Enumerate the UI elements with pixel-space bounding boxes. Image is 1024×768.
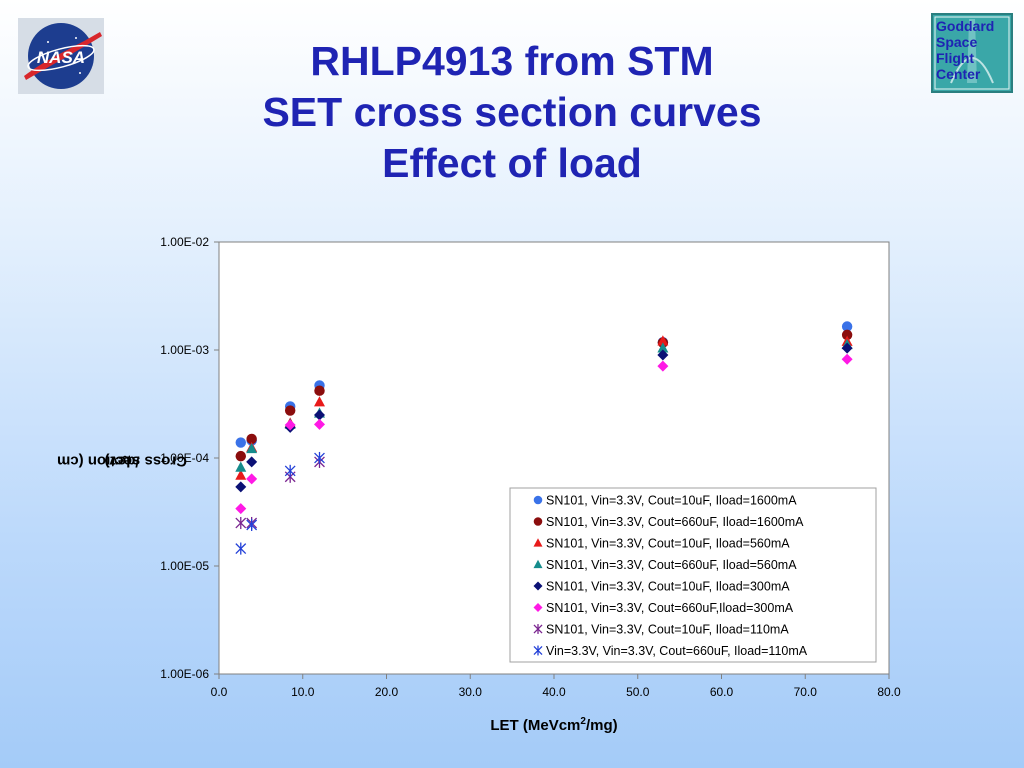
data-point	[657, 349, 669, 361]
y-tick-label: 1.00E-05	[160, 559, 209, 573]
y-axis-label-tail: /dev)	[104, 452, 140, 470]
legend-label: SN101, Vin=3.3V, Cout=660uF, Iload=560mA	[546, 558, 797, 572]
x-tick-label: 40.0	[542, 685, 566, 699]
data-point	[657, 360, 669, 372]
data-point	[235, 542, 247, 555]
legend-marker	[533, 517, 543, 526]
data-point	[657, 342, 669, 353]
data-point	[314, 409, 325, 421]
title-line-3: Effect of load	[382, 140, 642, 186]
x-tick-label: 30.0	[459, 685, 483, 699]
y-tick-label: 1.00E-04	[160, 451, 209, 465]
svg-text:Flight: Flight	[936, 50, 974, 66]
svg-text:Space: Space	[936, 34, 977, 50]
data-point	[246, 442, 258, 454]
legend-box	[509, 487, 877, 663]
goddard-logo: Goddard Space Flight Center	[931, 13, 1013, 93]
data-point	[235, 516, 247, 530]
title-line-2: SET cross section curves	[262, 89, 762, 135]
data-point	[246, 456, 258, 468]
data-point	[314, 418, 325, 430]
x-tick-label: 60.0	[710, 685, 734, 699]
legend-label: SN101, Vin=3.3V, Cout=10uF, Iload=110mA	[546, 623, 789, 637]
title-line-1: RHLP4913 from STM	[310, 38, 714, 84]
legend-marker	[533, 603, 543, 612]
legend-marker	[533, 581, 543, 591]
data-point	[284, 419, 296, 431]
data-point	[235, 450, 246, 462]
legend-label: SN101, Vin=3.3V, Cout=10uF, Iload=560mA	[546, 537, 790, 551]
x-tick-label: 0.0	[211, 685, 228, 699]
svg-text:Goddard: Goddard	[936, 18, 994, 34]
x-axis-label-text: LET (MeVcm	[490, 717, 581, 734]
svg-text:NASA: NASA	[37, 48, 85, 67]
y-tick-label: 1.00E-03	[160, 343, 209, 357]
data-point	[314, 396, 325, 407]
x-tick-label: 80.0	[877, 685, 901, 699]
data-point	[235, 469, 247, 480]
data-point	[284, 464, 296, 477]
data-point	[657, 335, 669, 346]
legend-marker	[533, 495, 543, 505]
data-point	[841, 329, 853, 341]
x-tick-label: 70.0	[794, 685, 818, 699]
svg-text:Center: Center	[936, 66, 981, 82]
data-point	[314, 451, 325, 465]
slide-title: RHLP4913 from STM SET cross section curv…	[150, 36, 874, 189]
data-point	[235, 481, 247, 493]
nasa-logo: NASA	[18, 18, 104, 94]
x-tick-label: 10.0	[291, 685, 315, 699]
x-tick-label: 50.0	[626, 685, 650, 699]
legend-label: SN101, Vin=3.3V, Cout=10uF, Iload=1600mA	[546, 494, 797, 508]
legend-label: Vin=3.3V, Vin=3.3V, Cout=660uF, Iload=11…	[546, 644, 808, 658]
legend-label: SN101, Vin=3.3V, Cout=10uF, Iload=300mA	[546, 580, 790, 594]
data-point	[284, 405, 296, 416]
legend-marker	[533, 559, 543, 569]
y-tick-label: 1.00E-06	[160, 667, 209, 681]
legend-marker	[533, 645, 543, 656]
y-tick-label: 1.00E-02	[160, 235, 209, 249]
data-point	[841, 342, 853, 354]
legend-label: SN101, Vin=3.3V, Cout=660uF, Iload=1600m…	[546, 515, 804, 529]
data-point	[246, 518, 258, 531]
data-point	[841, 321, 853, 332]
x-axis-label: LET (MeVcm2/mg)	[490, 716, 617, 734]
data-point	[246, 433, 257, 445]
data-point	[314, 385, 325, 396]
data-point	[235, 437, 246, 448]
legend-marker	[533, 624, 543, 634]
data-point	[246, 473, 258, 485]
x-axis-label-tail: /mg)	[585, 717, 618, 734]
data-point	[841, 353, 853, 365]
data-point	[235, 503, 247, 515]
series-6	[235, 353, 853, 515]
data-point	[235, 461, 247, 472]
x-tick-label: 20.0	[375, 685, 399, 699]
legend-label: SN101, Vin=3.3V, Cout=660uF,Iload=300mA	[546, 601, 794, 615]
x-axis-label-sup: 2	[580, 716, 586, 727]
legend-marker	[533, 538, 543, 547]
series-8	[235, 451, 325, 555]
